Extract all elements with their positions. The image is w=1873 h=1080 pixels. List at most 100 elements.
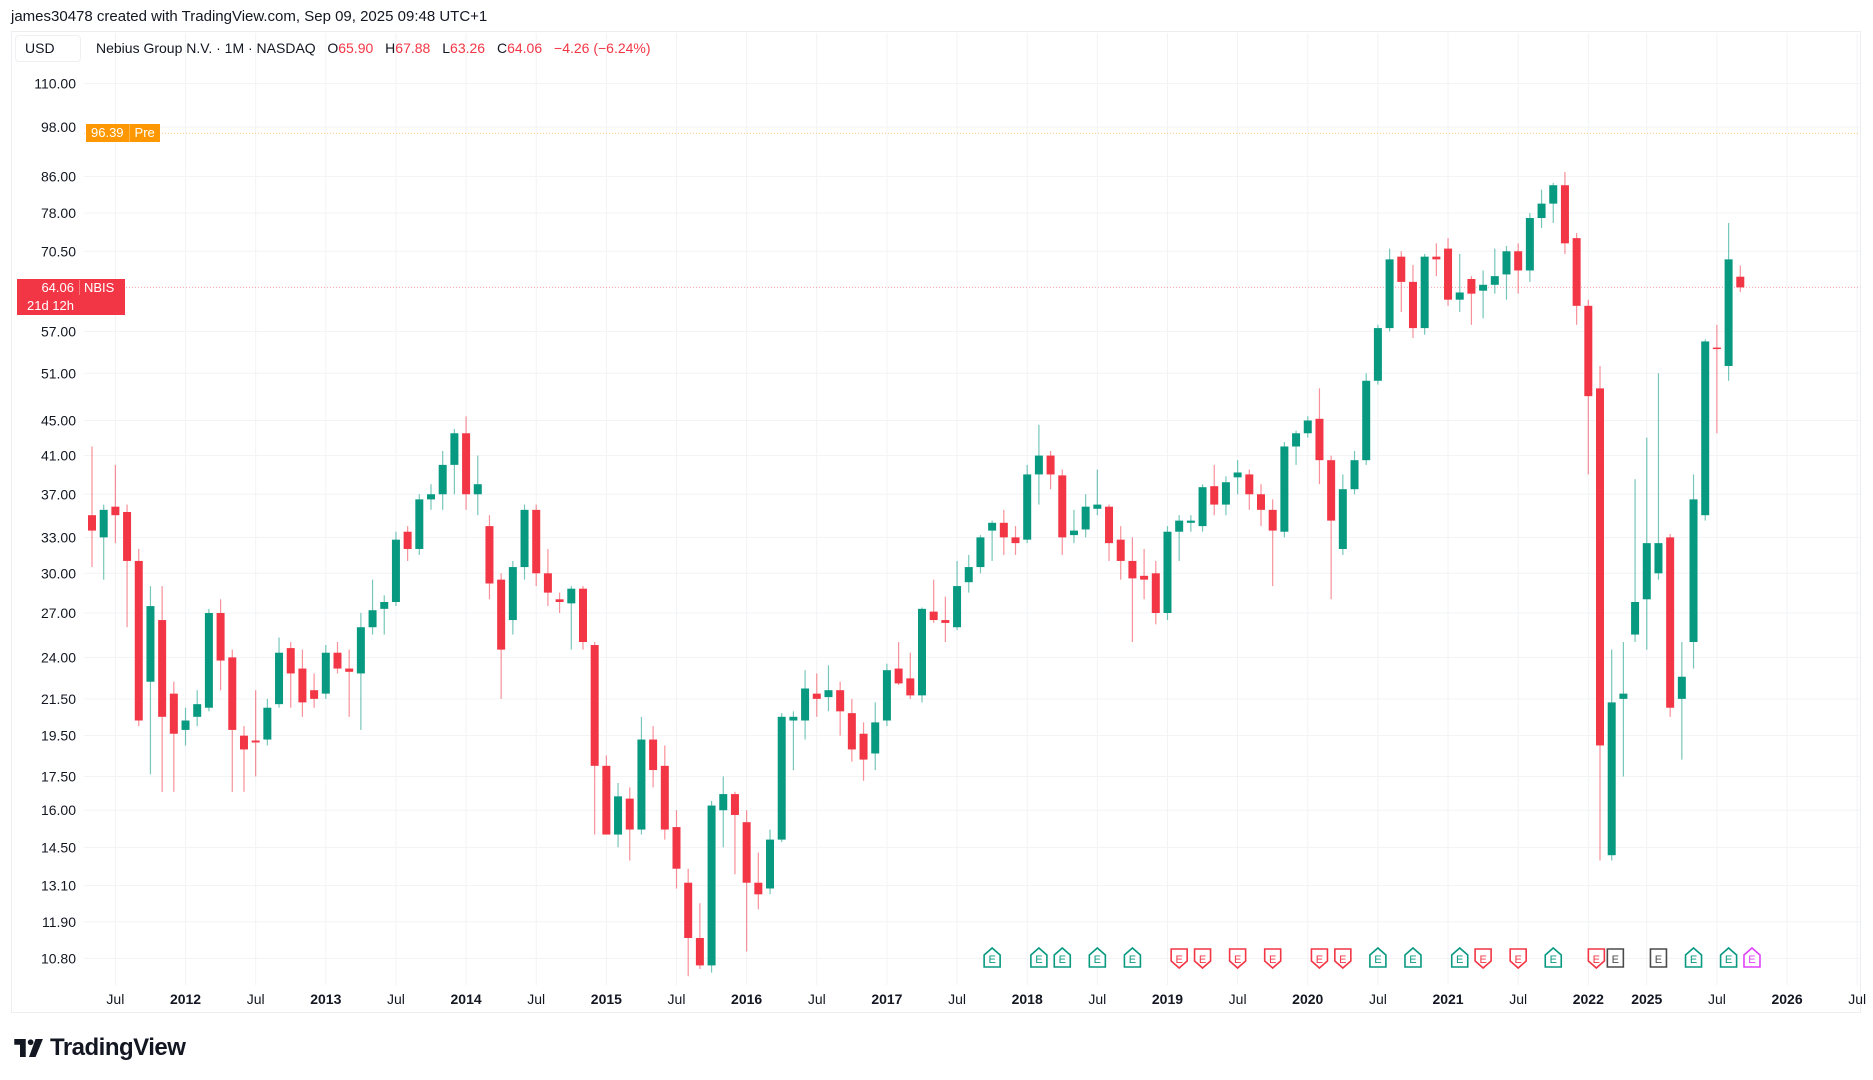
change-value: −4.26 (−6.24%) — [554, 40, 651, 56]
candle-body — [1560, 185, 1569, 244]
candle — [847, 698, 856, 762]
candle-body — [543, 573, 552, 593]
earnings-icon — [1053, 946, 1072, 968]
earnings-marker[interactable]: E — [1649, 948, 1668, 968]
candle — [1093, 469, 1102, 516]
candle-body — [508, 567, 517, 621]
candle-body — [1607, 702, 1616, 856]
price-tick-label: 70.50 — [41, 243, 76, 259]
candle — [929, 579, 938, 623]
earnings-marker[interactable]: E — [983, 946, 1001, 968]
time-tick-label: Jul — [1509, 991, 1527, 1007]
time-tick-label: Jul — [527, 991, 545, 1007]
candle — [1046, 450, 1055, 490]
earnings-marker[interactable]: E — [1544, 946, 1563, 968]
tradingview-logo-icon — [14, 1039, 43, 1057]
symbol-description[interactable]: Nebius Group N.V. · 1M · NASDAQ — [96, 40, 316, 56]
candle — [1280, 442, 1289, 538]
earnings-marker[interactable]: E — [1310, 948, 1329, 970]
tradingview-logo[interactable]: TradingView — [14, 1034, 186, 1062]
chart-frame — [11, 31, 1861, 1013]
time-tick-label: 2016 — [731, 991, 762, 1007]
earnings-marker[interactable]: E — [1170, 948, 1188, 970]
candle — [801, 670, 810, 740]
earnings-marker[interactable]: E — [1369, 946, 1387, 968]
candle — [1011, 526, 1020, 555]
candle — [1584, 299, 1593, 475]
candle — [1081, 494, 1090, 538]
earnings-marker[interactable]: E — [1404, 946, 1422, 968]
candle-body — [1654, 543, 1663, 574]
candle-body — [917, 608, 926, 696]
earnings-label: E — [1234, 954, 1241, 966]
candle-body — [1701, 341, 1710, 516]
time-tick-label: 2025 — [1631, 991, 1662, 1007]
earnings-marker[interactable]: E — [1743, 946, 1761, 968]
candle-body — [1373, 328, 1382, 381]
candle-body — [356, 627, 365, 674]
candle — [88, 446, 96, 568]
earnings-marker[interactable]: E — [1719, 946, 1738, 968]
candle-body — [1034, 455, 1043, 475]
earnings-marker[interactable]: E — [1030, 946, 1048, 968]
earnings-marker[interactable]: E — [1053, 946, 1072, 968]
earnings-icon — [1334, 948, 1352, 970]
earnings-marker[interactable]: E — [1684, 946, 1703, 968]
earnings-icon — [1193, 948, 1212, 970]
candle-body — [1081, 506, 1090, 530]
candle — [532, 504, 541, 587]
candle — [99, 504, 108, 580]
candle — [216, 599, 225, 691]
candle — [1186, 515, 1195, 532]
candle-body — [684, 882, 693, 938]
high-value: 67.88 — [395, 40, 431, 56]
earnings-icon — [1088, 946, 1107, 968]
earnings-marker[interactable]: E — [1450, 946, 1469, 968]
candle — [1116, 526, 1125, 580]
candle-body — [882, 670, 891, 721]
price-tick-label: 33.00 — [41, 529, 76, 545]
candle-body — [1151, 573, 1160, 614]
candle-body — [497, 579, 506, 650]
candle-body — [1584, 305, 1593, 397]
candle — [508, 560, 517, 635]
candle-body — [1128, 560, 1137, 579]
candle — [1689, 474, 1698, 669]
candle — [754, 852, 763, 910]
candle — [684, 868, 693, 977]
earnings-marker[interactable]: E — [1509, 948, 1527, 970]
time-tick-label: Jul — [247, 991, 265, 1007]
earnings-icon — [1263, 948, 1282, 970]
candle-body — [649, 739, 658, 771]
candle — [1128, 537, 1137, 643]
earnings-marker[interactable]: E — [1606, 948, 1625, 968]
earnings-marker[interactable]: E — [1228, 948, 1247, 970]
earnings-icon — [1474, 948, 1492, 970]
candle — [321, 645, 330, 699]
candle-body — [473, 484, 482, 495]
candle-body — [1408, 281, 1417, 329]
candle-body — [286, 648, 295, 674]
candle-body — [1479, 284, 1488, 291]
earnings-marker[interactable]: E — [1474, 948, 1492, 970]
earnings-marker[interactable]: E — [1193, 948, 1212, 970]
candle — [1163, 526, 1172, 621]
candle-body — [1163, 531, 1172, 614]
candle-body — [99, 509, 108, 538]
last-price-tag: 64.06 NBIS 21d 12h — [17, 279, 125, 316]
candle — [1607, 649, 1616, 861]
earnings-marker[interactable]: E — [1587, 948, 1606, 970]
candle-body — [251, 740, 260, 743]
earnings-marker[interactable]: E — [1123, 946, 1142, 968]
earnings-icon — [1228, 948, 1247, 970]
earnings-label: E — [988, 954, 995, 966]
candle — [567, 586, 576, 650]
earnings-marker[interactable]: E — [1334, 948, 1352, 970]
earnings-marker[interactable]: E — [1088, 946, 1107, 968]
candle — [356, 613, 365, 730]
earnings-marker[interactable]: E — [1263, 948, 1282, 970]
currency-button[interactable]: USD — [15, 35, 81, 62]
price-tick-label: 98.00 — [41, 119, 76, 135]
